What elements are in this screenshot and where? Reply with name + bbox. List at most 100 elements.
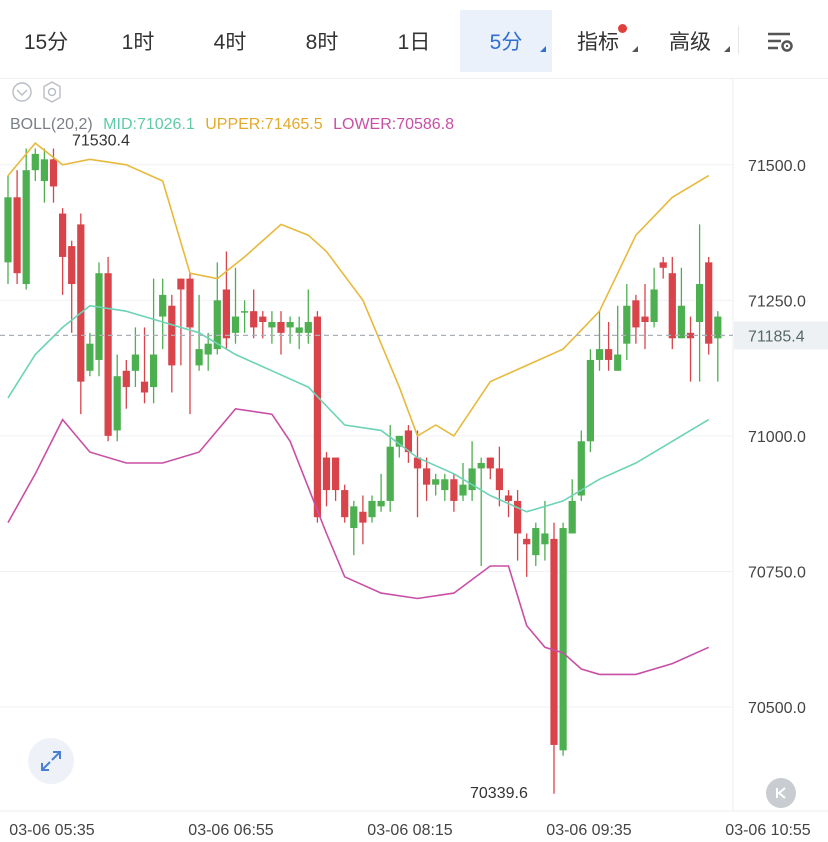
time-axis: 03-06 05:35 03-06 06:55 03-06 08:15 03-06 0… bbox=[9, 822, 811, 839]
candle-body bbox=[614, 354, 622, 371]
price-tick-label: 71500.0 bbox=[748, 158, 806, 175]
price-tick-label: 70750.0 bbox=[748, 564, 806, 581]
tab-label: 5分 bbox=[489, 31, 523, 54]
candle-body bbox=[696, 284, 704, 322]
time-tick-label: 03-06 09:35 bbox=[546, 822, 632, 839]
toolbar-divider bbox=[738, 26, 739, 54]
candle-body bbox=[31, 153, 39, 171]
candle-body bbox=[677, 305, 685, 339]
candle-body bbox=[150, 354, 158, 388]
candle-body bbox=[504, 495, 513, 501]
candle-body bbox=[231, 316, 240, 333]
tab-1h[interactable]: 1时 bbox=[92, 10, 184, 72]
skip-to-latest-icon bbox=[776, 787, 786, 799]
candle-body bbox=[241, 311, 249, 313]
candle-body bbox=[386, 446, 394, 501]
candle-body bbox=[313, 316, 321, 518]
candle-body bbox=[195, 349, 203, 366]
candle-body bbox=[423, 468, 431, 485]
candle-body bbox=[286, 322, 294, 328]
candle-body bbox=[559, 528, 567, 751]
candle-body bbox=[49, 159, 58, 187]
dropdown-caret-icon bbox=[724, 46, 730, 52]
candle-body bbox=[177, 278, 185, 290]
candle-body bbox=[586, 359, 594, 442]
candle-body bbox=[577, 441, 585, 496]
price-chart[interactable]: 71185.4 71500.0 71250.0 71000.0 70750.0 7050… bbox=[0, 78, 828, 842]
jump-to-latest-button[interactable] bbox=[766, 778, 796, 808]
candle-body bbox=[468, 468, 476, 491]
candle-body bbox=[4, 197, 12, 263]
tab-15min[interactable]: 15分 bbox=[0, 10, 92, 72]
candle-body bbox=[632, 300, 640, 328]
tab-advanced[interactable]: 高级 bbox=[644, 10, 736, 72]
candle-body bbox=[222, 289, 230, 339]
candle-body bbox=[77, 224, 85, 382]
candle-body bbox=[186, 278, 194, 328]
candle-body bbox=[259, 316, 267, 322]
candle-body bbox=[95, 273, 103, 360]
tab-5min[interactable]: 5分 bbox=[460, 10, 552, 72]
boll-mid-value: MID:71026.1 bbox=[103, 116, 195, 133]
candle-body bbox=[68, 246, 76, 285]
tab-indicators[interactable]: 指标 bbox=[552, 10, 644, 72]
dropdown-caret-icon bbox=[632, 46, 638, 52]
candle-body bbox=[341, 490, 349, 518]
candle-body bbox=[113, 376, 121, 431]
candle-body bbox=[568, 500, 576, 534]
candle-body bbox=[59, 213, 67, 257]
candle-body bbox=[322, 457, 331, 491]
chart-grid bbox=[0, 164, 828, 812]
boll-name: BOLL(20,2) bbox=[10, 116, 93, 133]
candle-body bbox=[140, 381, 149, 393]
candle-body bbox=[22, 170, 30, 285]
notification-dot bbox=[618, 24, 627, 33]
candle-body bbox=[595, 349, 604, 360]
chart-settings-icon bbox=[768, 32, 793, 52]
interval-toolbar: 15分 1时 4时 8时 1日 5分 指标 高级 bbox=[0, 0, 828, 79]
candle-body bbox=[131, 354, 139, 371]
candle-body bbox=[532, 528, 540, 556]
candle-body bbox=[268, 322, 276, 328]
fullscreen-button[interactable] bbox=[28, 738, 74, 784]
indicator-gear-icon[interactable] bbox=[43, 81, 61, 103]
candle-body bbox=[368, 500, 376, 518]
candle-body bbox=[350, 506, 358, 529]
candle-body bbox=[304, 322, 312, 333]
time-tick-label: 03-06 05:35 bbox=[9, 822, 95, 839]
eye-toggle-icon[interactable] bbox=[12, 82, 32, 102]
tab-label: 15分 bbox=[23, 31, 69, 54]
candle-body bbox=[395, 435, 403, 447]
tab-label: 8时 bbox=[305, 31, 339, 54]
candle-body bbox=[213, 300, 221, 350]
candle-body bbox=[459, 484, 467, 496]
candle-body bbox=[668, 273, 676, 339]
candles bbox=[4, 148, 722, 794]
tab-label: 4时 bbox=[213, 31, 247, 54]
candle-body bbox=[705, 262, 713, 344]
low-price-annotation: 70339.6 bbox=[470, 785, 528, 802]
high-price-annotation: 71530.4 bbox=[72, 132, 130, 149]
candle-body bbox=[104, 273, 112, 436]
candle-body bbox=[377, 500, 385, 507]
boll-mid-line bbox=[7, 304, 710, 513]
candle-body bbox=[359, 511, 367, 523]
candle-body bbox=[250, 311, 258, 328]
tab-label: 指标 bbox=[577, 31, 619, 54]
time-tick-label: 03-06 08:15 bbox=[367, 822, 453, 839]
candle-body bbox=[514, 500, 522, 534]
tab-label: 高级 bbox=[669, 31, 711, 54]
tab-label: 1日 bbox=[397, 31, 431, 54]
candle-body bbox=[659, 262, 667, 268]
candle-body bbox=[204, 343, 212, 355]
boll-lower-line bbox=[7, 407, 710, 676]
candle-body bbox=[495, 468, 503, 491]
candle-body bbox=[523, 538, 531, 545]
tab-1d[interactable]: 1日 bbox=[368, 10, 460, 72]
tab-4h[interactable]: 4时 bbox=[184, 10, 276, 72]
price-tick-label: 70500.0 bbox=[748, 700, 806, 717]
chart-settings-button[interactable] bbox=[760, 22, 800, 62]
tab-8h[interactable]: 8时 bbox=[276, 10, 368, 72]
candle-body bbox=[450, 479, 458, 501]
candle-body bbox=[486, 457, 494, 469]
